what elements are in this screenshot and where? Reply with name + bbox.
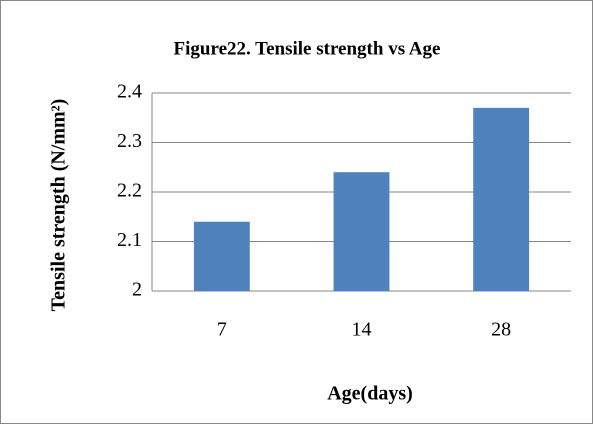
x-axis-label: Age(days) bbox=[327, 383, 413, 405]
y-tick-label: 2.2 bbox=[117, 180, 142, 202]
x-tick-label: 7 bbox=[217, 319, 227, 341]
chart-title: Figure22. Tensile strength vs Age bbox=[174, 38, 441, 59]
bar bbox=[473, 107, 530, 291]
y-axis-label: Tensile strength (N/mm²) bbox=[48, 99, 70, 312]
x-tick-label: 14 bbox=[352, 319, 372, 341]
bar bbox=[193, 221, 250, 291]
y-tick-label: 2.4 bbox=[117, 81, 142, 103]
x-tick-label: 28 bbox=[491, 319, 511, 341]
bar bbox=[333, 172, 390, 291]
y-tick-label: 2.1 bbox=[117, 229, 142, 251]
y-tick-label: 2.3 bbox=[117, 130, 142, 152]
y-tick-label: 2 bbox=[132, 279, 142, 301]
